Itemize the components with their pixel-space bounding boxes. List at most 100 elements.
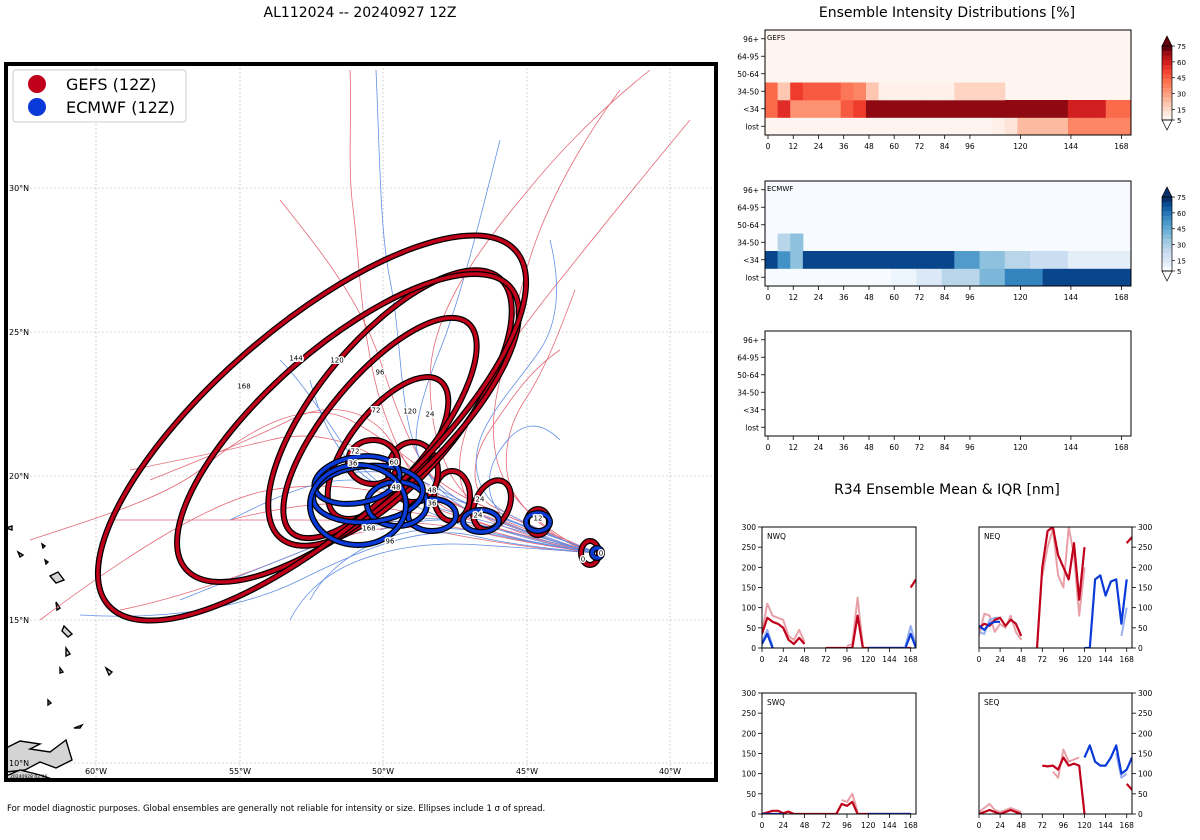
x-tick-label: 48 — [1016, 821, 1026, 830]
heatmap-cell — [1055, 100, 1069, 118]
x-tick-label: 48 — [864, 293, 874, 302]
colorbar-swatch — [1162, 59, 1172, 65]
heatmap-cell — [979, 82, 993, 101]
x-tick-label: 120 — [1013, 443, 1028, 452]
heatmap-cell — [815, 100, 829, 118]
y-tick-label: 100 — [1138, 604, 1153, 613]
ecmwf-mean-line — [762, 632, 774, 648]
heatmap-cell — [1080, 117, 1094, 136]
gefs-iqr-line — [841, 792, 859, 813]
heatmap-cell — [916, 251, 930, 269]
x-tick-label: 0 — [760, 821, 765, 830]
map-legend: GEFS (12Z) ECMWF (12Z) — [12, 69, 187, 123]
x-tick-label: 144 — [1064, 142, 1079, 151]
heatmap-cell — [1118, 100, 1132, 118]
heatmap-frame — [764, 180, 1132, 287]
y-tick-label: 250 — [742, 543, 757, 552]
colorbar-swatch — [1162, 229, 1172, 235]
x-tick-label: 168 — [904, 821, 919, 830]
heatmap-cell — [954, 100, 968, 118]
gefs-mean-line — [1035, 527, 1086, 648]
r34-frame — [761, 692, 917, 815]
y-tick-label: 0 — [751, 810, 756, 819]
gefs-mean-line — [979, 808, 1022, 814]
heatmap-cell — [903, 268, 917, 287]
heatmap-cell — [954, 82, 968, 101]
x-tick-label: 36 — [839, 142, 849, 151]
heatmap-cell — [1080, 268, 1094, 287]
x-tick-label: 168 — [1114, 443, 1129, 452]
y-tick-label: 250 — [1138, 543, 1153, 552]
heatmap-cell — [1042, 117, 1056, 136]
heatmap-cell — [777, 251, 791, 269]
x-tick-label: 72 — [915, 443, 925, 452]
colorbar-swatch — [1162, 243, 1172, 249]
x-tick-label: 120 — [861, 821, 876, 830]
r34-series — [979, 744, 1132, 814]
gefs-mean-line — [909, 578, 916, 589]
colorbar-extend-max — [1161, 35, 1173, 47]
ecmwf-mean-line — [979, 620, 1001, 631]
y-tick-label: 50 — [1138, 624, 1148, 633]
ellipse-hour-label: 48 — [392, 484, 401, 492]
heatmap-cell — [1080, 100, 1094, 118]
x-tick-label: 96 — [1059, 821, 1069, 830]
colorbar-swatch — [1162, 69, 1172, 75]
x-tick-label: 60 — [889, 142, 899, 151]
heatmap-cell — [1055, 117, 1069, 136]
x-tick-label: 0 — [766, 443, 771, 452]
x-tick-label: 144 — [1064, 293, 1079, 302]
x-tick-label: 168 — [904, 655, 919, 664]
heatmap-gefs: GEFS lost <34 34-50 50-64 64-95 96+ 0 12 24 36 48 60… — [737, 29, 1186, 151]
heatmap-cell — [815, 82, 829, 101]
lon-label: 60°W — [85, 767, 107, 776]
heatmap-empty: lost <34 34-50 50-64 64-95 96+ 0 12 24 36 48 60 72 84… — [737, 330, 1132, 452]
heatmap-cell — [979, 100, 993, 118]
y-tick-label: 0 — [1138, 644, 1143, 653]
x-tick-label: 24 — [778, 821, 788, 830]
r34-quadrant-label: NEQ — [984, 532, 1000, 541]
r34-quadrant-label: SEQ — [984, 698, 999, 707]
heatmap-label: ECMWF — [767, 185, 793, 193]
y-tick-label: 50-64 — [737, 70, 759, 79]
gefs-mean-line — [762, 800, 911, 814]
y-tick-label: 64-95 — [737, 353, 759, 362]
ellipse-hour-label: 24 — [426, 411, 435, 419]
x-tick-label: 60 — [889, 443, 899, 452]
ellipse-hour-label: 24 — [474, 512, 483, 520]
ecmwf-iqr-line — [904, 624, 916, 647]
x-tick-label: 120 — [1077, 655, 1092, 664]
heatmap-cell — [865, 100, 880, 118]
colorbar-extend-min — [1161, 270, 1173, 282]
x-tick-label: 72 — [821, 821, 831, 830]
ellipse-hour-label: 120 — [403, 408, 416, 416]
heatmap-cell — [891, 100, 905, 118]
x-tick-label: 0 — [977, 655, 982, 664]
heatmap-cell — [929, 100, 943, 118]
heatmap-cell — [929, 82, 943, 101]
heatmap-cell — [891, 82, 905, 101]
colorbar-swatch — [1162, 73, 1172, 79]
r34-title: R34 Ensemble Mean & IQR [nm] — [834, 482, 1060, 498]
ecmwf-mean-line — [1084, 574, 1128, 648]
x-tick-label: 144 — [882, 655, 897, 664]
r34-frame — [978, 692, 1133, 815]
colorbar-frame — [1161, 45, 1173, 121]
heatmap-cell — [966, 251, 981, 269]
heatmap-cell — [1067, 100, 1082, 118]
x-tick-label: 144 — [882, 821, 897, 830]
y-tick-label: 300 — [742, 523, 757, 532]
x-tick-label: 48 — [864, 443, 874, 452]
ellipse-hour-label: 168 — [362, 525, 375, 533]
heatmap-cell — [1017, 251, 1031, 269]
gefs-mean-line — [762, 616, 806, 646]
heatmap-cell — [1004, 251, 1018, 269]
ellipse-hour-label: 48 — [428, 487, 437, 495]
colorbar-swatch — [1162, 238, 1172, 244]
heatmap-cell — [790, 233, 804, 252]
heatmap-cell — [1042, 251, 1056, 269]
y-tick-label: 0 — [1138, 810, 1143, 819]
y-tick-label: 100 — [1138, 770, 1153, 779]
heatmap-cell — [1105, 100, 1119, 118]
lon-label: 45°W — [516, 767, 538, 776]
